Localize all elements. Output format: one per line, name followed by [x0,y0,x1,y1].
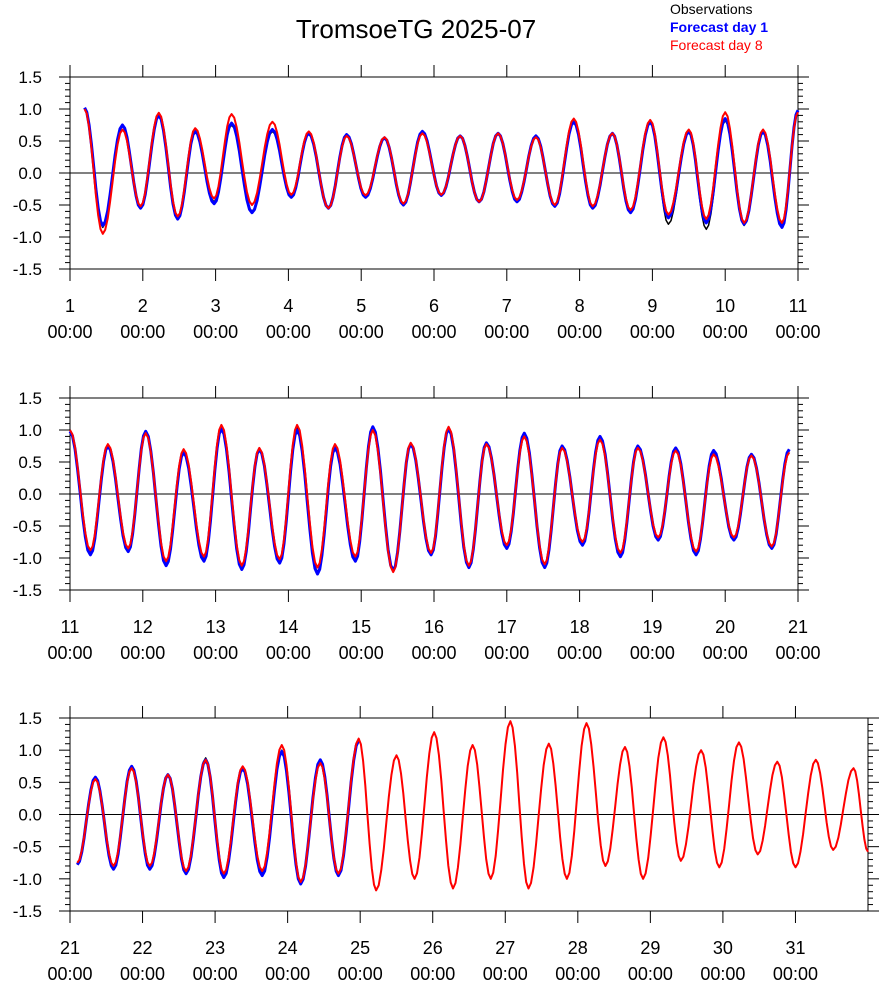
x-tick-day-label: 19 [642,617,662,637]
legend: Observations Forecast day 1 Forecast day… [670,0,768,54]
y-tick-label: 0.5 [18,132,42,151]
x-tick-time-label: 00:00 [557,322,602,342]
legend-forecast-day-1: Forecast day 1 [670,19,769,35]
x-tick-time-label: 00:00 [266,322,311,342]
chart-title: TromsoeTG 2025-07 [295,14,537,44]
y-tick-label: -0.5 [13,838,42,857]
x-tick-day-label: 3 [211,296,221,316]
x-tick-day-label: 21 [60,938,80,958]
y-tick-label: -0.5 [13,196,42,215]
y-tick-label: 0.0 [18,485,42,504]
x-tick-day-label: 22 [133,938,153,958]
x-tick-day-label: 30 [713,938,733,958]
x-tick-day-label: 5 [356,296,366,316]
x-tick-time-label: 00:00 [339,643,384,663]
x-tick-day-label: 2 [138,296,148,316]
x-tick-time-label: 00:00 [47,643,92,663]
x-tick-day-label: 18 [570,617,590,637]
series-forecast-day-8-line [83,108,799,235]
x-tick-time-label: 00:00 [120,964,165,984]
x-tick-time-label: 00:00 [120,643,165,663]
x-tick-day-label: 24 [278,938,298,958]
y-tick-label: -1.0 [13,549,42,568]
x-tick-time-label: 00:00 [703,643,748,663]
x-tick-time-label: 00:00 [410,964,455,984]
x-tick-day-label: 26 [423,938,443,958]
y-tick-label: 1.5 [18,709,42,728]
x-tick-day-label: 31 [785,938,805,958]
y-tick-label: 0.5 [18,453,42,472]
x-tick-time-label: 00:00 [338,964,383,984]
x-tick-day-label: 29 [640,938,660,958]
x-tick-day-label: 16 [424,617,444,637]
x-tick-day-label: 10 [715,296,735,316]
x-tick-day-label: 21 [788,617,808,637]
y-tick-label: 0.5 [18,773,42,792]
y-tick-label: 1.5 [18,68,42,87]
x-tick-time-label: 00:00 [555,964,600,984]
x-tick-time-label: 00:00 [484,643,529,663]
x-tick-day-label: 8 [575,296,585,316]
x-tick-day-label: 27 [495,938,515,958]
y-tick-label: -1.5 [13,260,42,279]
y-tick-label: -1.0 [13,870,42,889]
x-tick-day-label: 11 [61,617,80,637]
x-tick-time-label: 00:00 [484,322,529,342]
legend-observations: Observations [670,1,753,17]
x-tick-time-label: 00:00 [700,964,745,984]
x-tick-day-label: 28 [568,938,588,958]
x-tick-time-label: 00:00 [266,643,311,663]
x-tick-day-label: 11 [789,296,808,316]
x-tick-time-label: 00:00 [411,643,456,663]
x-tick-time-label: 00:00 [775,322,820,342]
x-tick-time-label: 00:00 [193,643,238,663]
x-tick-time-label: 00:00 [703,322,748,342]
x-tick-time-label: 00:00 [47,322,92,342]
series-forecast-day-1-line [76,739,361,886]
x-tick-day-label: 9 [647,296,657,316]
x-tick-day-label: 23 [205,938,225,958]
legend-forecast-day-8: Forecast day 8 [670,37,763,53]
x-tick-time-label: 00:00 [193,964,238,984]
series-forecast-day-8-line [76,720,869,892]
x-tick-day-label: 14 [278,617,298,637]
x-tick-time-label: 00:00 [773,964,818,984]
x-tick-time-label: 00:00 [628,964,673,984]
x-tick-time-label: 00:00 [193,322,238,342]
series-forecast-day-8-line [69,423,791,574]
x-tick-time-label: 00:00 [411,322,456,342]
y-tick-label: -0.5 [13,517,42,536]
x-tick-day-label: 25 [350,938,370,958]
x-tick-day-label: 12 [133,617,153,637]
y-tick-label: 1.0 [18,741,42,760]
y-tick-label: 0.0 [18,806,42,825]
x-tick-day-label: 15 [351,617,371,637]
x-tick-time-label: 00:00 [557,643,602,663]
x-tick-day-label: 7 [502,296,512,316]
y-tick-label: 1.0 [18,421,42,440]
y-tick-label: -1.5 [13,902,42,921]
x-tick-day-label: 13 [206,617,226,637]
x-tick-time-label: 00:00 [630,643,675,663]
x-tick-time-label: 00:00 [775,643,820,663]
x-tick-day-label: 20 [715,617,735,637]
y-tick-label: 1.5 [18,389,42,408]
series-observations-line [83,108,799,231]
x-tick-time-label: 00:00 [630,322,675,342]
x-tick-time-label: 00:00 [47,964,92,984]
x-tick-day-label: 1 [65,296,75,316]
x-tick-day-label: 6 [429,296,439,316]
x-tick-time-label: 00:00 [339,322,384,342]
y-tick-label: 0.0 [18,164,42,183]
x-tick-time-label: 00:00 [483,964,528,984]
series-forecast-day-1-line [83,107,800,229]
y-tick-label: -1.5 [13,581,42,600]
y-tick-label: 1.0 [18,100,42,119]
x-tick-time-label: 00:00 [120,322,165,342]
y-tick-label: -1.0 [13,228,42,247]
x-tick-time-label: 00:00 [265,964,310,984]
x-tick-day-label: 17 [497,617,517,637]
x-tick-day-label: 4 [283,296,293,316]
